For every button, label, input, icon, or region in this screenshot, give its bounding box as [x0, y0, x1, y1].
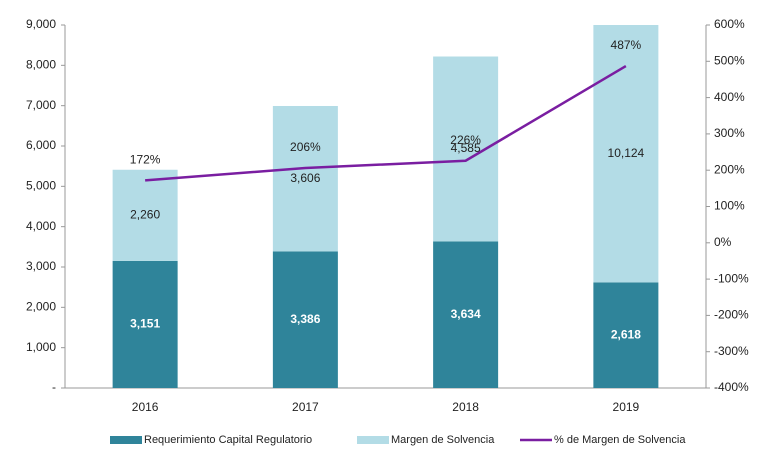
y2-tick-label: 200% [714, 162, 745, 176]
value-label: 10,124 [608, 146, 645, 160]
chart: - 1,000 2,000 3,000 4,000 5,000 6,000 7,000 8,00… [0, 0, 779, 450]
x-tick-label: 2016 [132, 400, 159, 414]
value-label: 487% [611, 38, 642, 52]
y-tick-label: 6,000 [26, 138, 56, 152]
y2-tick-label: -400% [714, 380, 749, 394]
value-label: 3,151 [130, 317, 160, 331]
y-tick-label: 2,000 [26, 300, 56, 314]
y-tick-label: - [52, 380, 56, 394]
x-tick-label: 2019 [613, 400, 640, 414]
legend-label: Margen de Solvencia [391, 434, 495, 446]
y2-tick-label: 500% [714, 53, 745, 67]
legend-label: % de Margen de Solvencia [554, 434, 686, 446]
y2-tick-label: -100% [714, 271, 749, 285]
value-label: 172% [130, 153, 161, 167]
x-tick-label: 2017 [292, 400, 319, 414]
y-tick-label: 5,000 [26, 179, 56, 193]
y2-tick-label: 100% [714, 199, 745, 213]
legend-swatch [357, 436, 389, 444]
bars [113, 0, 659, 388]
x-tick-label: 2018 [452, 400, 479, 414]
value-label: 3,386 [290, 312, 320, 326]
y-tick-label: 4,000 [26, 219, 56, 233]
y-tick-label: 8,000 [26, 58, 56, 72]
y-tick-label: 3,000 [26, 259, 56, 273]
legend-label: Requerimiento Capital Regulatorio [144, 434, 312, 446]
value-label: 206% [290, 140, 321, 154]
value-label: 3,634 [451, 307, 481, 321]
value-label: 2,260 [130, 208, 160, 222]
y2-tick-label: 0% [714, 235, 732, 249]
y-tick-label: 7,000 [26, 98, 56, 112]
value-label: 3,606 [290, 171, 320, 185]
y2-tick-label: 300% [714, 126, 745, 140]
legend-swatch [110, 436, 142, 444]
y2-tick-label: -200% [714, 308, 749, 322]
value-label: 226% [450, 133, 481, 147]
value-label: 2,618 [611, 327, 641, 341]
y2-tick-label: 600% [714, 17, 745, 31]
y2-tick-label: 400% [714, 90, 745, 104]
y-tick-label: 9,000 [26, 17, 56, 31]
line [145, 66, 626, 180]
y2-tick-label: -300% [714, 344, 749, 358]
y-tick-label: 1,000 [26, 340, 56, 354]
